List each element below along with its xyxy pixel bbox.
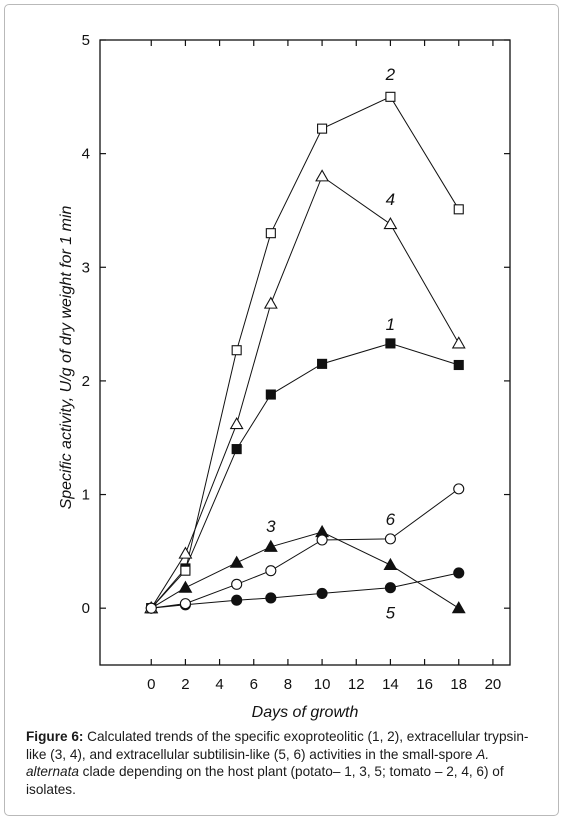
- series-label: 3: [266, 517, 276, 536]
- data-point-square: [317, 123, 328, 134]
- series-line: [150, 531, 460, 609]
- data-point-triangle: [229, 555, 244, 568]
- data-point-square: [453, 359, 464, 371]
- data-point-triangle: [229, 416, 244, 430]
- figure-caption: Figure 6: Calculated trends of the speci…: [26, 728, 544, 798]
- series-label: 1: [386, 315, 395, 334]
- y-tick-label: 2: [82, 373, 90, 390]
- caption-text-1: Calculated trends of the specific exopro…: [26, 729, 529, 762]
- data-point-triangle: [178, 580, 193, 593]
- data-point-square: [385, 91, 396, 102]
- series-1: 1: [146, 315, 464, 614]
- x-axis: 0 2 4 6 8 10 12 14 16 18 20: [147, 40, 501, 693]
- data-point-triangle: [263, 296, 278, 309]
- data-point-circle: [384, 533, 396, 545]
- caption-text-2: clade depending on the host plant (potat…: [26, 764, 504, 797]
- series-label: 6: [386, 510, 396, 529]
- series-line: [150, 175, 460, 609]
- y-tick-label: 4: [82, 146, 90, 163]
- x-tick-label: 6: [250, 676, 258, 693]
- x-tick-label: 2: [181, 676, 189, 693]
- data-point-circle: [179, 598, 191, 610]
- data-point-square: [180, 565, 191, 576]
- data-point-circle: [453, 567, 465, 579]
- data-point-triangle: [263, 539, 278, 552]
- data-point-circle: [265, 565, 277, 577]
- x-tick-label: 12: [348, 676, 365, 693]
- series-label: 5: [386, 603, 396, 622]
- series-line: [150, 342, 459, 609]
- data-point-square: [385, 338, 396, 349]
- data-point-square: [231, 345, 242, 356]
- x-tick-label: 10: [314, 676, 331, 693]
- data-point-square: [265, 228, 276, 239]
- x-tick-label: 14: [382, 676, 399, 693]
- series-5: 5: [145, 567, 465, 622]
- x-tick-label: 4: [215, 676, 223, 693]
- data-point-circle: [453, 483, 465, 495]
- data-point-triangle: [383, 216, 398, 230]
- data-point-square: [317, 358, 328, 369]
- x-tick-label: 18: [450, 676, 467, 693]
- data-point-circle: [231, 594, 243, 606]
- data-point-circle: [316, 534, 328, 546]
- data-point-circle: [384, 582, 396, 594]
- data-point-square: [231, 444, 242, 455]
- data-point-triangle: [451, 601, 466, 614]
- series-3: 3: [144, 517, 466, 614]
- y-tick-label: 1: [82, 487, 90, 504]
- y-tick-label: 0: [82, 600, 90, 617]
- y-tick-label: 5: [82, 32, 90, 49]
- caption-label: Figure 6:: [26, 729, 84, 744]
- data-point-circle: [316, 587, 328, 599]
- series-line: [151, 488, 460, 609]
- series-line: [151, 572, 459, 609]
- figure-frame: [4, 4, 559, 816]
- x-tick-label: 16: [416, 676, 433, 693]
- series-line: [150, 96, 460, 609]
- caption-organism: A. alternata: [26, 746, 490, 780]
- y-tick-label: 3: [82, 259, 90, 276]
- data-point-circle: [231, 578, 243, 590]
- data-point-square: [265, 389, 276, 400]
- series-label: 4: [386, 190, 395, 209]
- data-point-square: [453, 204, 464, 215]
- x-axis-title: Days of growth: [252, 704, 359, 721]
- data-point-triangle: [315, 169, 330, 182]
- x-tick-label: 0: [147, 676, 155, 693]
- series-6: 6: [145, 483, 465, 614]
- data-point-circle: [145, 602, 157, 614]
- y-axis: 0 1 2 3 4 5: [82, 32, 510, 617]
- data-point-triangle: [383, 557, 398, 571]
- series-label: 2: [385, 65, 396, 84]
- data-point-triangle: [178, 546, 193, 559]
- data-point-circle: [265, 592, 277, 604]
- data-point-triangle: [451, 336, 466, 349]
- series-4: 4: [144, 169, 466, 614]
- x-tick-label: 20: [485, 676, 502, 693]
- plot-frame: [99, 39, 511, 666]
- x-tick-label: 8: [284, 676, 292, 693]
- y-axis-title: Specific activity, U/g of dry weight for…: [58, 205, 75, 509]
